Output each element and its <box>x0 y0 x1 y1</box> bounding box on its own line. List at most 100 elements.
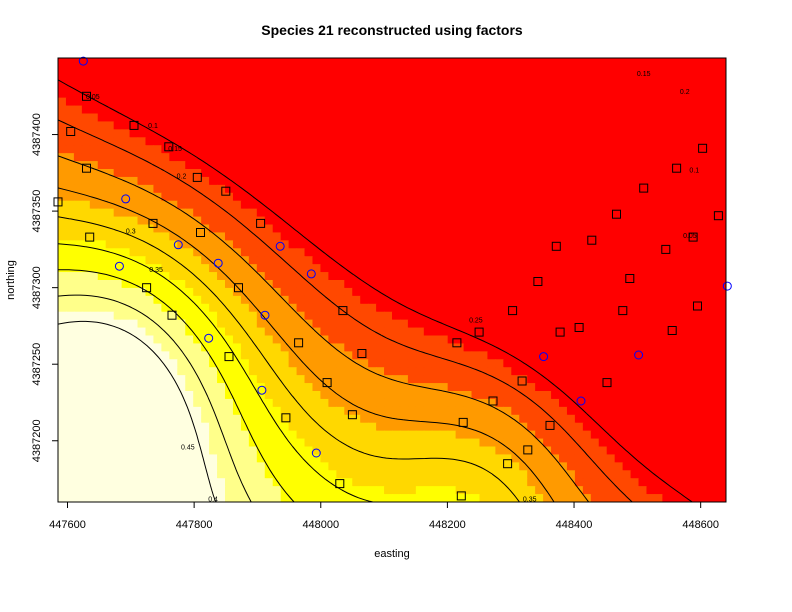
heatmap-cell <box>352 446 361 456</box>
heatmap-cell <box>145 470 155 479</box>
heatmap-cell <box>487 224 496 234</box>
heatmap-cell <box>654 406 663 416</box>
heatmap-cell <box>288 105 298 115</box>
heatmap-cell <box>662 414 671 424</box>
heatmap-cell <box>58 438 67 448</box>
heatmap-cell <box>65 375 75 384</box>
heatmap-cell <box>559 478 568 487</box>
heatmap-cell <box>73 446 83 456</box>
heatmap-cell <box>551 200 560 210</box>
heatmap-cell <box>185 287 194 297</box>
heatmap-cell <box>559 129 568 138</box>
heatmap-cell <box>455 121 465 130</box>
heatmap-cell <box>415 248 425 257</box>
heatmap-cell <box>264 462 274 471</box>
heatmap-cell <box>471 121 481 130</box>
heatmap-cell <box>217 375 226 384</box>
heatmap-cell <box>598 343 608 352</box>
heatmap-cell <box>646 129 656 138</box>
heatmap-cell <box>392 327 401 337</box>
heatmap-cell <box>495 184 504 194</box>
heatmap-cell <box>336 169 345 178</box>
heatmap-cell <box>89 73 99 83</box>
heatmap-cell <box>89 200 99 210</box>
heatmap-cell <box>678 398 687 408</box>
heatmap-cell <box>495 446 504 456</box>
heatmap-cell <box>264 264 274 273</box>
heatmap-cell <box>551 470 560 479</box>
heatmap-cell <box>471 295 481 305</box>
heatmap-cell <box>137 65 147 75</box>
heatmap-cell <box>463 486 473 495</box>
heatmap-cell <box>702 462 711 471</box>
heatmap-cell <box>439 184 449 194</box>
heatmap-cell <box>431 375 441 384</box>
heatmap-cell <box>121 65 131 75</box>
heatmap-cell <box>495 137 504 146</box>
heatmap-cell <box>320 327 329 337</box>
y-tick-label: 4387300 <box>31 266 43 309</box>
heatmap-cell <box>368 65 377 75</box>
heatmap-cell <box>360 280 369 289</box>
heatmap-cell <box>256 248 266 257</box>
heatmap-cell <box>551 486 560 495</box>
heatmap-cell <box>527 81 536 91</box>
heatmap-cell <box>606 287 616 297</box>
heatmap-cell <box>487 89 496 99</box>
heatmap-cell <box>590 105 600 115</box>
contour-label: 0.25 <box>469 317 483 324</box>
heatmap-cell <box>73 462 83 471</box>
heatmap-cell <box>232 224 242 234</box>
heatmap-cell <box>288 486 298 495</box>
heatmap-cell <box>566 208 576 218</box>
heatmap-cell <box>320 287 329 297</box>
heatmap-cell <box>145 200 155 210</box>
heatmap-cell <box>415 232 425 241</box>
heatmap-cell <box>519 248 528 257</box>
heatmap-cell <box>161 208 170 218</box>
heatmap-cell <box>423 192 433 202</box>
heatmap-cell <box>73 351 83 360</box>
heatmap-cell <box>654 486 663 495</box>
heatmap-cell <box>535 137 544 146</box>
heatmap-cell <box>590 264 600 273</box>
heatmap-cell <box>638 137 648 146</box>
heatmap-cell <box>328 311 337 321</box>
heatmap-cell <box>630 414 640 424</box>
heatmap-cell <box>193 89 202 99</box>
heatmap-cell <box>606 81 616 91</box>
heatmap-cell <box>177 454 186 463</box>
heatmap-cell <box>193 161 202 170</box>
heatmap-cell <box>511 240 520 249</box>
heatmap-cell <box>272 454 282 463</box>
heatmap-cell <box>105 89 115 99</box>
heatmap-cell <box>89 248 99 257</box>
heatmap-cell <box>288 359 298 368</box>
heatmap-cell <box>678 430 687 440</box>
heatmap-cell <box>447 161 457 170</box>
heatmap-cell <box>487 295 496 305</box>
heatmap-cell <box>670 264 679 273</box>
heatmap-cell <box>65 327 75 337</box>
heatmap-cell <box>248 359 258 368</box>
heatmap-cell <box>495 422 504 432</box>
heatmap-cell <box>217 81 226 91</box>
heatmap-cell <box>256 391 266 400</box>
heatmap-cell <box>678 446 687 456</box>
heatmap-cell <box>598 105 608 115</box>
heatmap-cell <box>296 145 306 154</box>
heatmap-cell <box>551 184 560 194</box>
heatmap-cell <box>694 462 703 471</box>
heatmap-cell <box>161 113 170 123</box>
heatmap-cell <box>543 335 552 345</box>
heatmap-cell <box>407 414 417 424</box>
heatmap-cell <box>89 494 99 502</box>
heatmap-cell <box>479 280 489 289</box>
heatmap-cell <box>598 216 608 226</box>
heatmap-cell <box>193 65 202 75</box>
heatmap-cell <box>153 216 162 226</box>
heatmap-cell <box>58 287 67 297</box>
heatmap-cell <box>527 121 536 130</box>
heatmap-cell <box>495 256 504 265</box>
